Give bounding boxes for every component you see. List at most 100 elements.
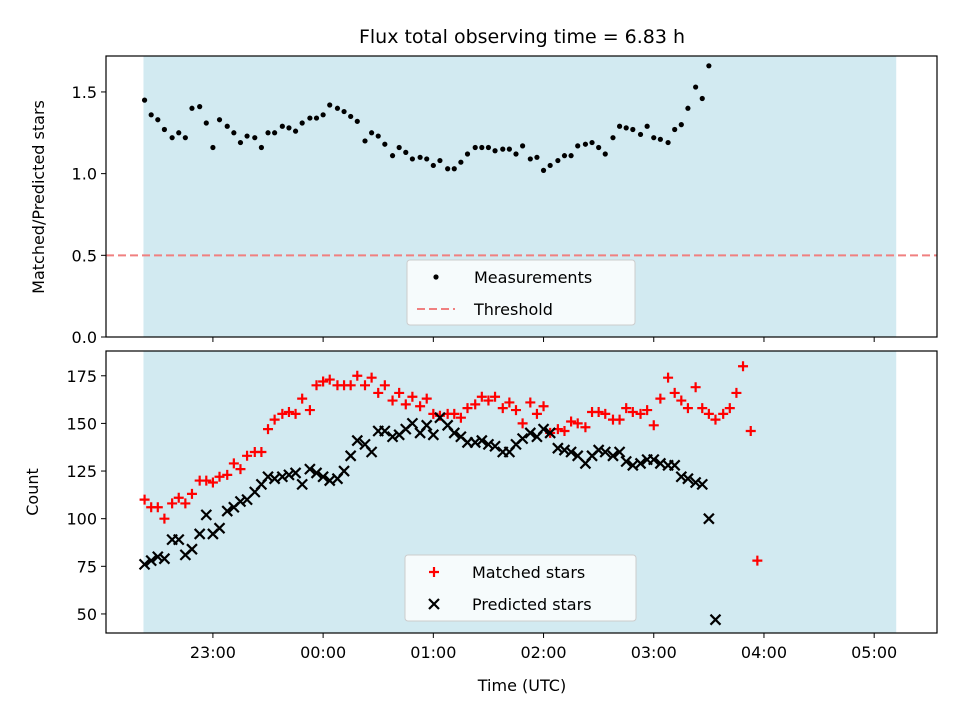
y-tick-label: 150 <box>66 414 97 433</box>
predicted-stars-point <box>552 442 564 454</box>
matched-stars-point <box>256 446 267 457</box>
y-tick-label: 175 <box>66 367 97 386</box>
measurements-point <box>610 135 616 141</box>
matched-stars-point <box>283 406 294 417</box>
panel-counts: 23:00 00:00 01:00 02:00 03:00 04:00 05:00 50 75… <box>23 350 938 695</box>
matched-stars-point <box>394 387 405 398</box>
matched-stars-point <box>703 408 714 419</box>
measurements-point <box>375 133 381 139</box>
measurements-point <box>568 153 574 159</box>
matched-stars-point <box>407 391 418 402</box>
measurements-point <box>657 136 663 142</box>
measurements-point <box>561 153 568 159</box>
measurements-point <box>651 135 657 141</box>
predicted-stars-point <box>565 446 577 458</box>
matched-stars-point <box>531 408 542 419</box>
matched-stars-point <box>152 502 163 513</box>
x-tick-label: 04:00 <box>741 643 787 662</box>
measurements-point <box>382 141 388 147</box>
matched-stars-point <box>663 372 674 383</box>
y-tick-label: 75 <box>77 557 97 576</box>
measurements-point <box>623 125 629 131</box>
measurements-point <box>307 115 313 121</box>
matched-stars-point <box>690 382 701 393</box>
matched-stars-point <box>242 450 253 461</box>
matched-stars-point <box>627 406 638 417</box>
measurements-point <box>547 162 553 169</box>
matched-stars-point <box>139 494 150 505</box>
predicted-stars-point <box>537 423 550 435</box>
measurements-point <box>437 157 443 164</box>
predicted-stars-point <box>304 463 316 475</box>
matched-stars-point <box>269 414 280 425</box>
y-tick-label: 100 <box>66 510 97 529</box>
matched-stars-point <box>373 387 384 398</box>
measurements-point <box>210 144 216 151</box>
measurements-point <box>224 123 230 129</box>
matched-stars-point <box>228 458 239 469</box>
predicted-stars-point <box>489 440 501 453</box>
measurements-point <box>472 144 478 151</box>
matched-stars-point <box>421 393 432 404</box>
measurements-point <box>161 126 168 133</box>
measurements-point <box>706 63 712 69</box>
x-tick-label: 00:00 <box>300 643 346 662</box>
predicted-stars-point <box>296 478 308 491</box>
measurements-point <box>189 105 195 111</box>
measurements-point <box>582 141 589 147</box>
measurements-point <box>237 139 244 146</box>
measurements-point <box>409 156 415 162</box>
legend-label: Threshold <box>473 300 553 319</box>
matched-stars-point <box>476 391 487 402</box>
measurements-point <box>334 105 341 111</box>
matched-stars-point <box>724 403 735 414</box>
matched-stars-point <box>648 420 659 431</box>
measurements-point <box>265 130 271 136</box>
measurements-point <box>424 156 430 162</box>
matched-stars-point <box>593 406 604 417</box>
predicted-stars-point <box>386 430 399 443</box>
matched-stars-point <box>635 408 646 419</box>
y-tick-label: 1.5 <box>72 83 97 102</box>
matched-stars-point <box>572 418 583 429</box>
legend-marker <box>429 567 439 577</box>
measurements-point <box>327 102 333 108</box>
legend-top: Measurements Threshold <box>406 259 636 326</box>
y-axis-title-bottom: Count <box>23 468 42 516</box>
panel-ratio: 0.0 0.5 1.0 1.5 Matched/Predicted stars Mea… <box>29 55 938 347</box>
measurements-point <box>630 126 636 133</box>
measurements-point <box>299 120 305 126</box>
measurements-point <box>348 113 354 120</box>
measurements-point <box>258 144 264 151</box>
predicted-stars-point <box>682 472 694 485</box>
matched-stars-point <box>387 395 398 406</box>
predicted-stars-point <box>221 505 234 517</box>
matched-stars-point <box>222 469 233 480</box>
predicted-stars-point <box>145 554 157 567</box>
matched-stars-point <box>180 498 191 509</box>
count-marks <box>138 361 763 626</box>
predicted-stars-point <box>200 509 213 521</box>
matched-stars-point <box>455 412 466 423</box>
legend-box <box>404 554 637 622</box>
measurements-point <box>169 135 175 141</box>
measurements-point <box>176 130 182 136</box>
matched-stars-point <box>207 477 218 488</box>
measurements-point <box>341 108 347 115</box>
predicted-stars-point <box>524 427 537 439</box>
matched-stars-point <box>449 408 460 419</box>
y-axis-ticks-top: 0.0 0.5 1.0 1.5 <box>72 83 106 347</box>
predicted-stars-point <box>138 558 151 571</box>
predicted-stars-point <box>420 419 433 432</box>
predicted-stars-point <box>476 434 488 447</box>
matched-stars-point <box>359 380 370 391</box>
measurements-point <box>197 104 203 110</box>
measurements-point <box>362 138 368 144</box>
measurements-point <box>513 151 519 157</box>
measurements-point <box>430 162 436 169</box>
predicted-stars-point <box>310 467 323 479</box>
measurements-point <box>451 166 457 172</box>
measurements-point <box>272 130 278 136</box>
matched-stars-point <box>201 475 212 486</box>
y-tick-label: 125 <box>66 462 97 481</box>
